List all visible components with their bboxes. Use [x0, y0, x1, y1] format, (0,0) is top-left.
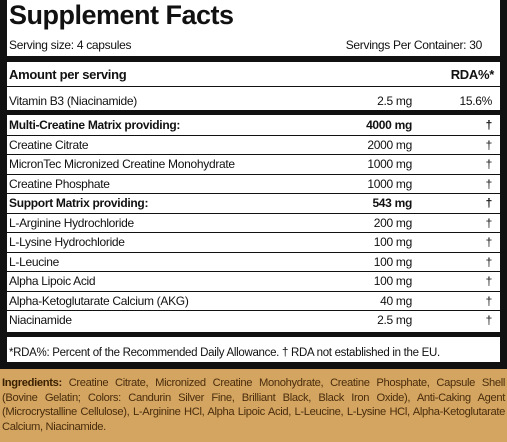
row-rda: †: [485, 157, 493, 171]
row-name: Niacinamide: [9, 313, 72, 327]
row-amount: 100 mg: [373, 235, 413, 249]
rule: [7, 154, 500, 155]
row-name: L-Arginine Hydrochloride: [9, 215, 134, 230]
title: Supplement Facts: [9, 0, 234, 30]
rule: [7, 212, 500, 214]
rule: [7, 173, 500, 175]
row-rda: †: [485, 196, 493, 210]
row-rda: †: [485, 235, 493, 249]
row-amount: 40 mg: [380, 293, 412, 308]
row-name: Multi-Creatine Matrix providing:: [9, 118, 181, 132]
row-rda: †: [485, 293, 493, 308]
row-amount: 2000 mg: [367, 137, 412, 152]
row-name: MicronTec Micronized Creatine Monohydrat…: [9, 157, 235, 171]
ingredients-text: Creatine Citrate, Micronized Creatine Mo…: [2, 377, 505, 433]
row-name: Creatine Citrate: [9, 137, 89, 152]
row-amount: 2.5 mg: [377, 94, 412, 108]
rule: [7, 332, 500, 337]
row-amount: 1000 mg: [367, 157, 412, 171]
row-amount: 100 mg: [373, 254, 413, 269]
row-name: Vitamin B3 (Niacinamide): [9, 94, 137, 108]
row-name: L-Leucine: [9, 254, 60, 269]
row-amount: 1000 mg: [367, 176, 412, 191]
row-rda: †: [485, 176, 493, 191]
row-name: Alpha Lipoic Acid: [9, 274, 96, 288]
row-rda: 15.6%: [459, 94, 492, 108]
row-rda: †: [485, 313, 493, 327]
row-amount: 4000 mg: [366, 118, 412, 132]
rule: [7, 271, 500, 272]
ingredients-label: Ingredients:: [2, 377, 62, 389]
servings: Servings Per Container: 30: [345, 38, 483, 52]
rule: [7, 290, 500, 292]
row-rda: †: [485, 274, 493, 288]
rule: [7, 232, 500, 233]
row-name: Support Matrix providing:: [9, 196, 149, 210]
row-rda: †: [485, 215, 493, 230]
row-rda: †: [485, 137, 493, 152]
rule: [7, 310, 500, 311]
row-rda: †: [485, 118, 493, 132]
row-name: L-Lysine Hydrochloride: [9, 235, 125, 249]
rule: [7, 193, 500, 194]
row-amount: 2.5 mg: [377, 313, 412, 327]
rule: [7, 134, 500, 136]
ingredients: Ingredients: Creatine Citrate, Micronize…: [2, 376, 505, 434]
amount-header: Amount per serving: [9, 67, 127, 82]
rda-header: RDA%*: [450, 67, 495, 82]
row-amount: 100 mg: [373, 274, 413, 288]
rule: [7, 110, 500, 115]
serving-size: Serving size: 4 capsules: [9, 38, 132, 52]
footnote: *RDA%: Percent of the Recommended Daily …: [9, 347, 440, 359]
facts-box: Supplement Facts Serving size: 4 capsule…: [0, 0, 507, 369]
row-name: Alpha-Ketoglutarate Calcium (AKG): [9, 293, 189, 308]
row-name: Creatine Phosphate: [9, 176, 110, 191]
rule: [7, 56, 500, 62]
rule: [7, 251, 500, 253]
rule: [7, 86, 500, 87]
row-rda: †: [485, 254, 493, 269]
row-amount: 200 mg: [373, 215, 413, 230]
row-amount: 543 mg: [372, 196, 412, 210]
